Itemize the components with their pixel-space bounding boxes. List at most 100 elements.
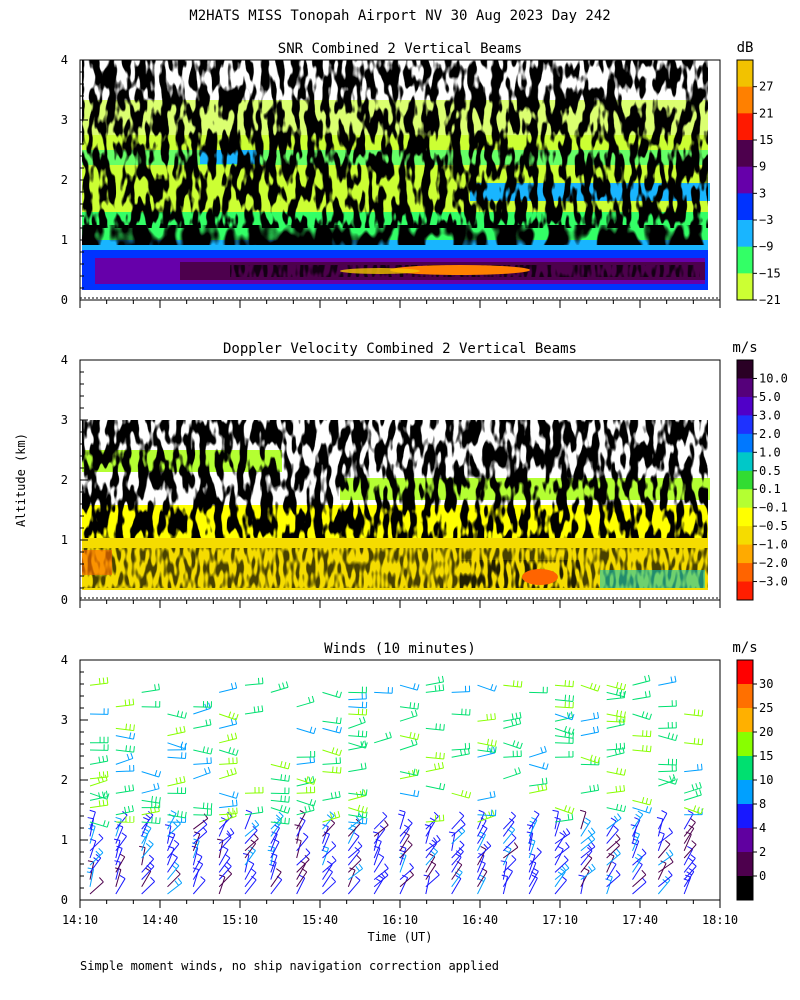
wind-barb xyxy=(322,822,336,837)
wind-barb xyxy=(632,864,643,880)
wind-barb-feather xyxy=(480,846,487,850)
wind-barb xyxy=(399,874,414,888)
x-tick-label: 16:40 xyxy=(462,913,498,927)
wind-barb-feather xyxy=(115,816,122,820)
wind-barb-feather xyxy=(567,727,571,734)
wind-barb xyxy=(192,856,203,873)
wind-barb xyxy=(632,735,651,738)
y-tick-label: 4 xyxy=(61,53,68,67)
wind-barb xyxy=(580,789,599,794)
wind-barb-feather xyxy=(511,719,514,726)
wind-barb xyxy=(167,781,186,787)
wind-barb xyxy=(580,876,585,895)
colorbar-label: −1.0 xyxy=(759,538,788,552)
colorbar-segment xyxy=(737,544,753,564)
wind-barb-feather xyxy=(565,841,570,848)
wind-barb-feather xyxy=(649,798,652,805)
wind-barb-feather xyxy=(87,817,94,820)
wind-barb xyxy=(425,839,441,852)
wind-barb-feather xyxy=(106,677,109,684)
wind-barb-feather xyxy=(691,840,697,845)
wind-barb xyxy=(348,795,366,801)
wind-barb-feather xyxy=(483,843,489,849)
wind-barb-feather xyxy=(456,850,462,855)
wind-barb-feather xyxy=(183,776,186,783)
wind-barb xyxy=(554,684,573,688)
wind-barb-feather xyxy=(583,867,590,872)
wind-barb-feather xyxy=(384,820,389,826)
wind-barb-feather xyxy=(330,792,333,799)
wind-barb-feather xyxy=(614,748,617,755)
x-tick-label: 15:40 xyxy=(302,913,338,927)
wind-barb-feather xyxy=(337,810,341,818)
wind-barb xyxy=(425,727,444,731)
y-tick-label: 3 xyxy=(61,113,68,127)
wind-barb xyxy=(451,864,463,880)
wind-barb xyxy=(193,831,208,844)
wind-barb-feather xyxy=(562,830,567,836)
wind-barb-feather xyxy=(101,775,104,782)
doppler-bl-core xyxy=(522,569,558,585)
wind-barb-feather xyxy=(414,709,418,716)
wind-barb-feather xyxy=(365,742,368,749)
winds-barbs xyxy=(86,674,704,895)
wind-barb xyxy=(554,859,569,873)
wind-barb-feather xyxy=(180,741,184,748)
wind-barb xyxy=(399,715,418,722)
wind-barb-feather xyxy=(589,754,593,761)
wind-barb xyxy=(503,772,521,780)
wind-barb xyxy=(683,807,702,815)
wind-barb xyxy=(606,691,625,698)
wind-barb-feather xyxy=(518,717,522,724)
wind-barb-feather xyxy=(299,874,305,879)
wind-barb-feather xyxy=(295,838,302,842)
wind-barb xyxy=(348,735,367,738)
wind-barb-feather xyxy=(226,861,232,867)
wind-barb-feather xyxy=(641,848,647,854)
wind-barb-feather xyxy=(439,782,442,789)
wind-barb xyxy=(89,821,108,828)
wind-barb xyxy=(296,852,311,866)
wind-barb-feather xyxy=(514,718,518,725)
wind-barb-feather xyxy=(357,841,363,847)
wind-barb-feather xyxy=(697,709,700,716)
wind-barb-feather xyxy=(285,681,289,688)
wind-barb-feather xyxy=(432,847,438,852)
wind-barb xyxy=(348,821,367,825)
wind-barb xyxy=(399,771,418,776)
wind-barb xyxy=(684,713,703,717)
wind-barb xyxy=(167,843,180,859)
wind-barb xyxy=(219,815,237,823)
wind-barb-feather xyxy=(417,790,420,797)
wind-barb xyxy=(192,847,199,866)
wind-barb-feather xyxy=(468,792,472,799)
wind-barb xyxy=(477,814,496,817)
wind-barb-feather xyxy=(623,683,627,691)
wind-barb xyxy=(528,840,536,859)
colorbar-segment xyxy=(737,360,753,379)
wind-barb-feather xyxy=(688,867,695,873)
wind-barb-feather xyxy=(511,713,514,720)
wind-barb xyxy=(373,841,382,859)
wind-barb-feather xyxy=(563,855,569,861)
colorbar-label: 21 xyxy=(759,106,773,120)
wind-barb xyxy=(657,863,667,880)
wind-barb-feather xyxy=(545,777,548,784)
wind-barb-feather xyxy=(593,784,596,791)
wind-barb-feather xyxy=(582,820,589,825)
wind-barb-feather xyxy=(605,878,612,882)
wind-barb-feather xyxy=(132,784,135,791)
wind-barb xyxy=(141,788,160,794)
wind-barb-feather xyxy=(210,803,213,810)
wind-barb-feather xyxy=(339,727,342,734)
wind-barb-feather xyxy=(438,676,441,683)
wind-barb-feather xyxy=(145,814,151,819)
wind-barb-feather xyxy=(642,744,644,752)
wind-barb-feather xyxy=(505,845,512,850)
wind-barb-feather xyxy=(202,746,205,753)
wind-barb xyxy=(399,792,418,798)
wind-barb-feather xyxy=(500,860,507,863)
y-tick-label: 2 xyxy=(61,473,68,487)
colorbar-label: 2 xyxy=(759,845,766,859)
wind-barb xyxy=(115,749,134,753)
